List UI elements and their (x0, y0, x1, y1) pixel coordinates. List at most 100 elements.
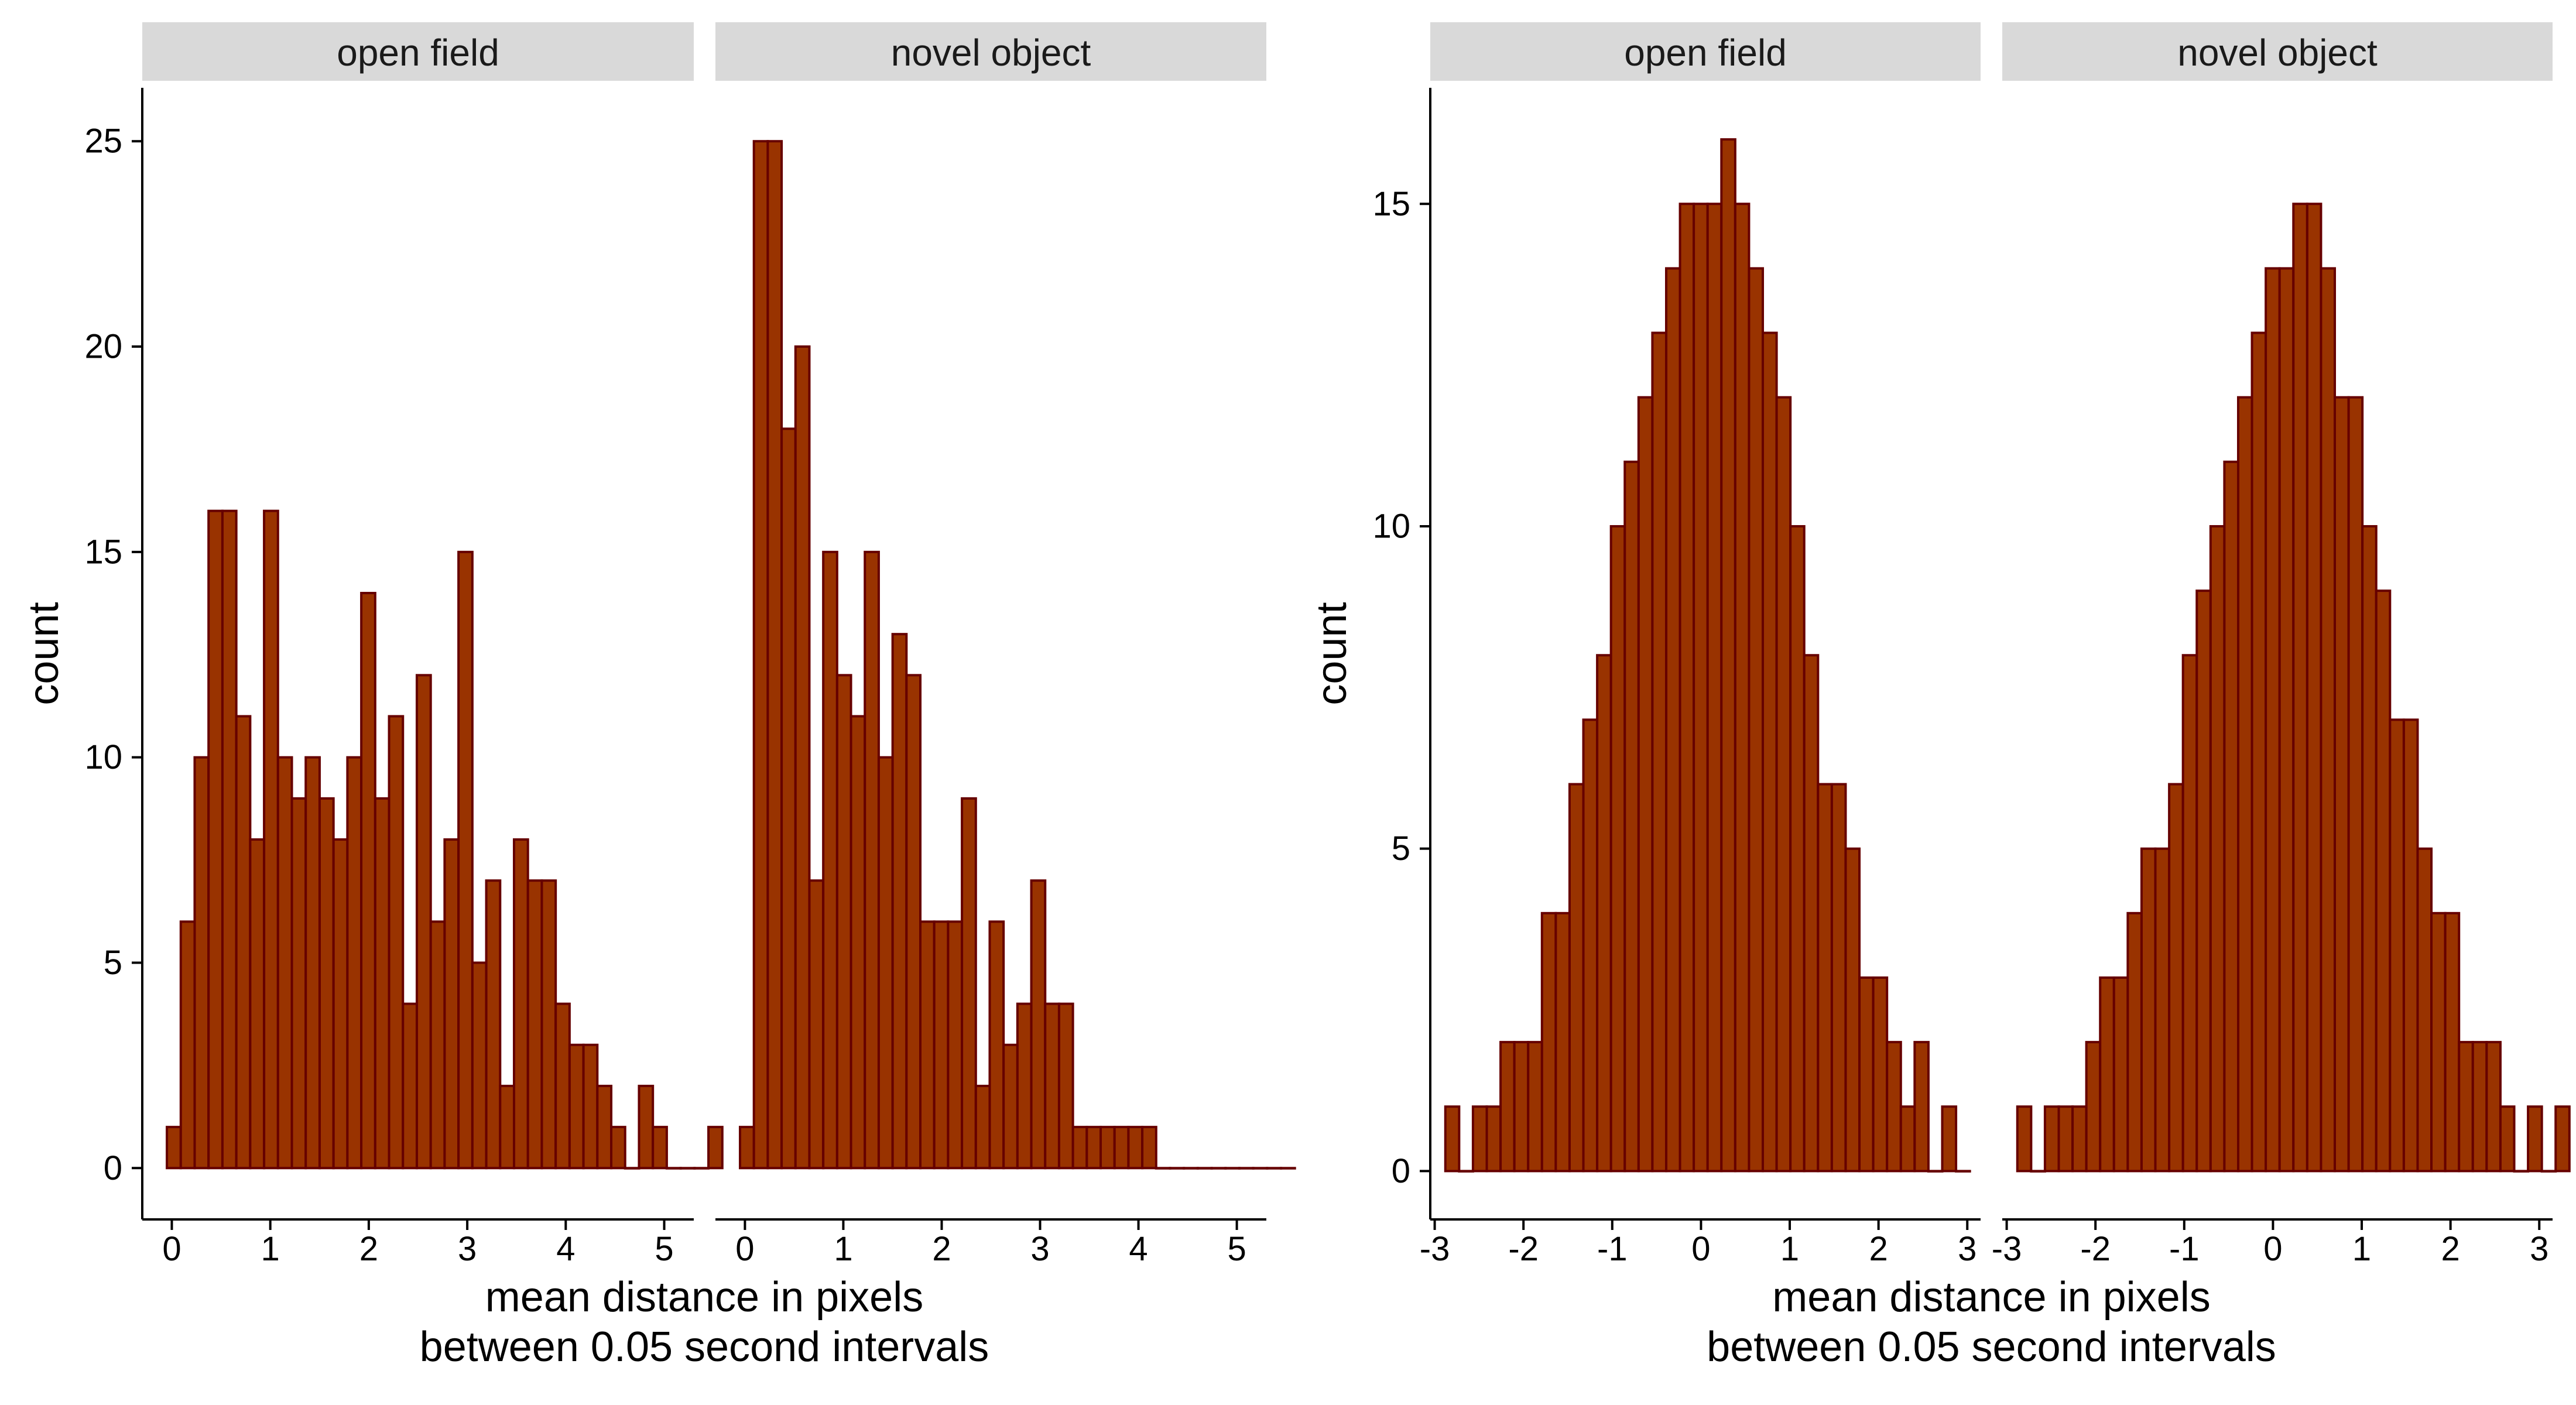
histogram-bar (919, 920, 936, 1170)
facet-strip-label: open field (337, 32, 499, 74)
histogram-bar (2334, 396, 2350, 1173)
x-tick-label: 1 (1780, 1230, 1799, 1268)
y-tick-label: 10 (1372, 507, 1410, 545)
histogram-bar (1651, 331, 1667, 1173)
histogram-bar (166, 1126, 182, 1170)
histogram-bar (1596, 654, 1612, 1173)
x-axis-title-line-2: between 0.05 second intervals (1707, 1324, 2276, 1370)
histogram-bar (2043, 1105, 2060, 1173)
histogram-bar (2140, 847, 2157, 1173)
histogram-bar (1734, 203, 1751, 1173)
histogram-bar (1678, 203, 1695, 1173)
histogram-bar (2181, 654, 2198, 1173)
histogram-bar (388, 715, 405, 1170)
x-tick-label: 3 (1958, 1230, 1976, 1268)
histogram-bar (707, 1126, 724, 1170)
histogram-bar (1858, 976, 1875, 1173)
histogram-bar (2292, 203, 2308, 1173)
histogram-bar (332, 838, 349, 1170)
histogram-bar (1830, 783, 1847, 1173)
y-axis-title: count (20, 602, 67, 705)
histogram-bar (221, 509, 238, 1170)
histogram-bar (1485, 1105, 1502, 1173)
x-tick-label: 0 (2263, 1230, 2282, 1268)
histogram-bar (1113, 1126, 1130, 1170)
x-tick-label: 2 (932, 1230, 951, 1268)
histogram-bar (2527, 1105, 2543, 1173)
histogram-bar (1886, 1041, 1902, 1173)
histogram-bar (2112, 976, 2129, 1173)
panel-novel-object: novel object -3 -2 -1 0 1 2 3 (1992, 22, 2571, 1268)
x-tick-label: 4 (556, 1230, 575, 1268)
y-tick-label: 15 (1372, 185, 1410, 223)
histogram-bar (961, 797, 977, 1170)
histogram-bar (1899, 1105, 1916, 1173)
histogram-bar (429, 920, 446, 1170)
histogram-bar (2085, 1041, 2102, 1173)
histogram-bar (2554, 1105, 2571, 1173)
y-tick-label: 0 (1392, 1152, 1410, 1190)
histogram-bar (1775, 396, 1792, 1173)
panel-novel-object: novel object 0 1 2 3 4 5 (715, 22, 1296, 1268)
histogram-bar (2126, 911, 2143, 1173)
x-tick-label: -1 (2169, 1230, 2200, 1268)
histogram-bar (1623, 460, 1640, 1173)
histogram-bar (207, 509, 224, 1170)
y-axis-title: count (1308, 602, 1355, 705)
y-tick-label: 10 (84, 738, 122, 776)
histogram-bar (2361, 525, 2378, 1173)
histogram-bar (1693, 203, 1709, 1173)
histogram-bar (304, 756, 321, 1170)
y-tick-label: 0 (104, 1149, 122, 1187)
histogram-bar (346, 756, 363, 1170)
histogram-bar (835, 674, 852, 1170)
histogram-bar (1002, 1043, 1019, 1170)
histogram-bar (457, 550, 474, 1170)
histogram-bar (1664, 267, 1681, 1173)
histogram-bar (794, 345, 811, 1170)
histogram-bar (652, 1126, 668, 1170)
x-tick-label: 3 (2530, 1230, 2548, 1268)
histogram-bar (471, 961, 488, 1170)
histogram-bar (568, 1043, 585, 1170)
histogram-bar (2306, 203, 2322, 1173)
x-axis-title-line-2: between 0.05 second intervals (420, 1324, 989, 1370)
histogram-bar (2071, 1105, 2088, 1173)
histogram-bar (988, 920, 1005, 1170)
histogram-bar (1748, 267, 1765, 1173)
histogram-bar (2209, 525, 2226, 1173)
histogram-bar (2471, 1041, 2488, 1173)
histogram-bar (2375, 590, 2392, 1173)
x-axis-title-line-1: mean distance in pixels (1772, 1274, 2210, 1321)
x-tick-label: 5 (655, 1230, 673, 1268)
histogram-bar (1499, 1041, 1516, 1173)
histogram-bar (1554, 911, 1571, 1173)
histogram-bar (360, 592, 376, 1170)
histogram-bar (276, 756, 293, 1170)
histogram-bar (402, 1002, 418, 1170)
histogram-bar (933, 920, 950, 1170)
facet-strip (2002, 22, 2553, 81)
histogram-bar (540, 879, 557, 1170)
histogram-bar (1762, 331, 1778, 1173)
histogram-bar (864, 550, 880, 1170)
histogram-bar (1844, 847, 1861, 1173)
histogram-bar (513, 838, 529, 1170)
y-tick-label: 15 (84, 533, 122, 571)
histogram-bar (2223, 460, 2239, 1173)
histogram-bar (1016, 1002, 1033, 1170)
histogram-bar (443, 838, 460, 1170)
facet-strip (715, 22, 1266, 81)
histogram-bar (1513, 1041, 1530, 1173)
histogram-bar (2389, 718, 2405, 1173)
x-tick-label: 1 (834, 1230, 852, 1268)
facet-strip (142, 22, 694, 81)
histogram-bar (526, 879, 543, 1170)
x-tick-label: 1 (261, 1230, 280, 1268)
histogram-bar (2402, 718, 2419, 1173)
histogram-bar (822, 550, 838, 1170)
histogram-bar (2444, 911, 2461, 1173)
y-tick-label: 5 (104, 944, 122, 982)
